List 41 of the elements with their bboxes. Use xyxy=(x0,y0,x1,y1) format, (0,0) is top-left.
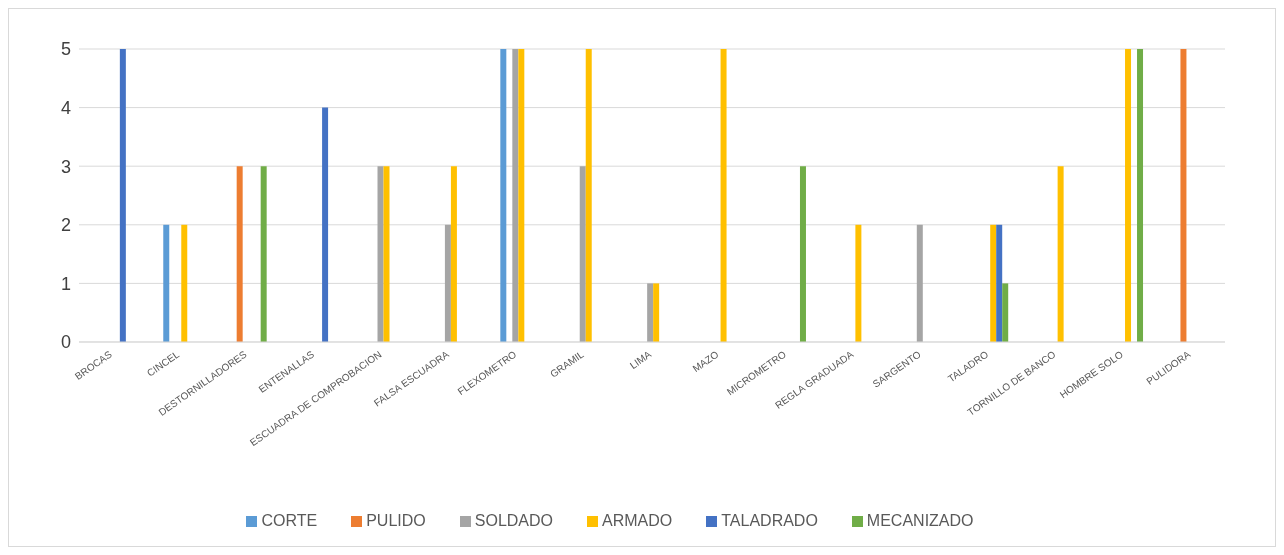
y-tick-label: 3 xyxy=(60,156,71,177)
bar xyxy=(119,49,126,342)
y-tick-label: 1 xyxy=(60,273,71,294)
bar xyxy=(1125,49,1132,342)
bar xyxy=(996,224,1003,342)
bar xyxy=(1180,49,1187,342)
bar xyxy=(322,107,329,342)
bar xyxy=(377,166,384,342)
bar xyxy=(647,283,654,342)
bar xyxy=(444,224,451,342)
y-tick-label: 0 xyxy=(60,332,71,353)
legend-label: SOLDADO xyxy=(474,512,554,529)
x-tick-label: LIMA xyxy=(627,348,654,372)
bar xyxy=(799,166,806,342)
legend-label: MECANIZADO xyxy=(866,512,974,529)
bar xyxy=(163,224,170,342)
bar xyxy=(990,224,997,342)
bar xyxy=(1057,166,1064,342)
bar xyxy=(500,49,507,342)
bar xyxy=(585,49,592,342)
bar xyxy=(1137,49,1144,342)
bar xyxy=(512,49,519,342)
bar xyxy=(720,49,727,342)
bar xyxy=(518,49,525,342)
y-tick-label: 5 xyxy=(60,39,71,60)
bar xyxy=(260,166,267,342)
bar xyxy=(855,224,862,342)
legend-label: CORTE xyxy=(261,512,318,529)
bar xyxy=(579,166,586,342)
y-tick-label: 4 xyxy=(60,97,71,118)
bar xyxy=(383,166,390,342)
legend-label: PULIDO xyxy=(366,512,426,529)
y-tick-label: 2 xyxy=(60,215,71,236)
bar xyxy=(450,166,457,342)
bar xyxy=(653,283,660,342)
bar xyxy=(236,166,243,342)
bar xyxy=(916,224,923,342)
bar xyxy=(1002,283,1009,342)
legend-label: ARMADO xyxy=(602,512,673,529)
legend-label: TALADRADO xyxy=(721,512,818,529)
bar xyxy=(181,224,188,342)
